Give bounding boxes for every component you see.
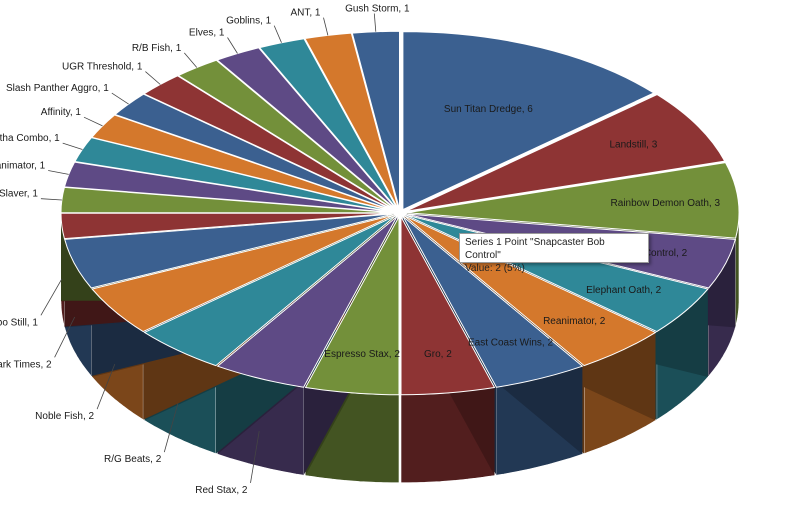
leader-line xyxy=(250,431,260,483)
leader-line xyxy=(273,25,282,43)
data-label: Slash Panther Aggro, 1 xyxy=(6,83,109,94)
data-label: East Coast Wins, 2 xyxy=(468,338,553,349)
leader-line xyxy=(54,316,76,358)
pie-slice xyxy=(143,215,396,367)
pie-slice xyxy=(63,161,394,213)
data-label: Top Deck Games Slaver, 1 xyxy=(0,189,38,200)
leader-line xyxy=(163,403,179,453)
data-label: Red Stax, 2 xyxy=(195,485,248,496)
leader-line xyxy=(48,170,69,175)
pie-slice xyxy=(402,216,584,388)
leader-line xyxy=(83,116,103,127)
leader-line xyxy=(111,92,129,105)
data-label: Elephant Oath, 2 xyxy=(586,285,661,296)
leader-line xyxy=(145,71,161,85)
pie-slice xyxy=(402,31,655,211)
data-label: Sun Titan Dredge, 6 xyxy=(444,104,533,115)
data-label: Elves, 1 xyxy=(189,28,225,39)
data-label: Bob Control, 2 xyxy=(623,248,687,259)
leader-line xyxy=(96,363,116,410)
data-label: Gro, 2 xyxy=(424,349,452,360)
pie-slice xyxy=(177,59,397,211)
pie-slice xyxy=(91,214,395,333)
leader-line xyxy=(40,198,62,201)
data-label: ANT, 1 xyxy=(290,8,320,19)
leader-line xyxy=(323,17,329,36)
pie-slice xyxy=(400,216,496,396)
data-label: Gush Storm, 1 xyxy=(345,4,410,15)
pie-slice xyxy=(216,47,398,211)
data-label: Espresso Stax, 2 xyxy=(324,349,400,360)
pie-slice xyxy=(304,216,400,396)
leader-line xyxy=(227,37,238,54)
pie-slice xyxy=(114,93,395,212)
pie-slice xyxy=(406,162,740,239)
tooltip-line-1: Series 1 Point "Snapcaster Bob Control" xyxy=(465,237,605,261)
data-label: R/G Beats, 2 xyxy=(104,454,162,465)
pie-slice xyxy=(258,38,398,210)
leader-line xyxy=(373,13,377,32)
data-label: Kuldotha Combo, 1 xyxy=(0,133,60,144)
data-label: Goblins, 1 xyxy=(226,16,271,27)
data-label: R/B Fish, 1 xyxy=(132,43,182,54)
data-label: Rainbow Demon Oath, 3 xyxy=(611,198,721,209)
pie-slice xyxy=(90,114,395,212)
data-label: Dark Times, 2 xyxy=(0,359,52,370)
pie-slice xyxy=(64,213,394,289)
leader-line xyxy=(62,142,83,150)
data-label: Reanimator, 2 xyxy=(543,316,606,327)
chart-tooltip: Series 1 Point "Snapcaster Bob Control" … xyxy=(459,233,649,274)
data-label: Affinity, 1 xyxy=(41,107,82,118)
pie-slice xyxy=(216,216,398,388)
data-label: Landstill, 3 xyxy=(609,140,657,151)
data-label: UGR Threshold, 1 xyxy=(62,62,143,73)
data-label: Oath Reanimator, 1 xyxy=(0,161,46,172)
leader-line xyxy=(183,52,198,68)
leader-line xyxy=(40,278,63,316)
pie-slice xyxy=(351,30,401,210)
pie-slice xyxy=(405,94,726,212)
data-label: Noble Fish, 2 xyxy=(35,411,94,422)
tooltip-line-2: Value: 2 (5%) xyxy=(465,263,525,274)
pie-slice xyxy=(60,212,394,240)
data-label: Turbo Still, 1 xyxy=(0,317,38,328)
